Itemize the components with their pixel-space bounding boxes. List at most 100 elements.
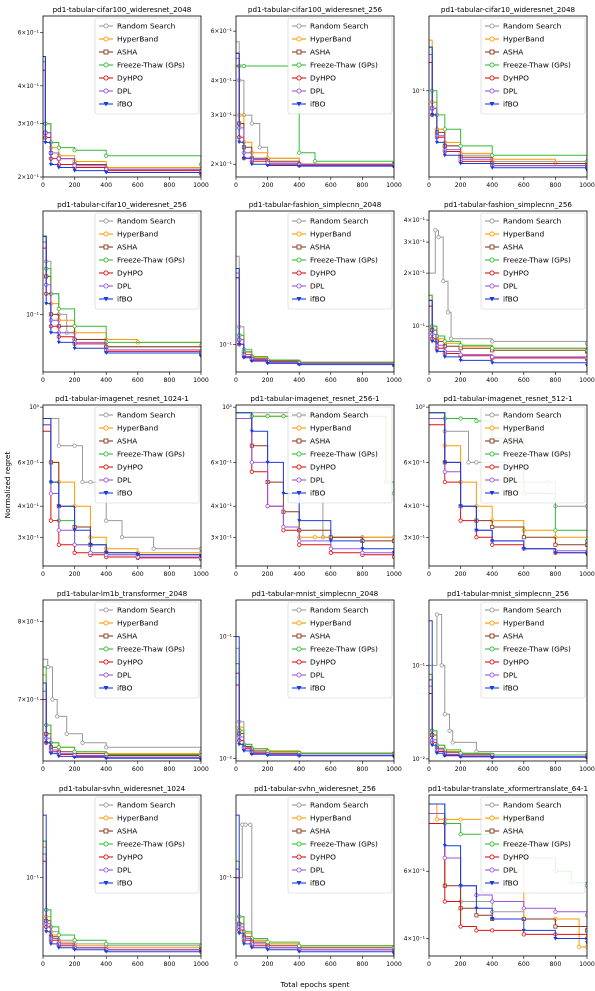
legend-entry: DyHPO <box>310 463 336 472</box>
legend: Random Search HyperBand ASHA Freeze-Thaw (G… <box>94 601 200 699</box>
legend-entry: Random Search <box>503 606 562 615</box>
data-point <box>249 469 254 474</box>
y-tick-label: 3×10⁻¹ <box>404 534 425 541</box>
data-point <box>442 469 447 474</box>
data-point <box>392 165 394 169</box>
x-tick-label: 0 <box>234 182 238 189</box>
data-point <box>48 752 53 756</box>
y-tick-label: 4×10⁻¹ <box>211 503 232 510</box>
chart-panel: pd1-tabular-svhn_wideresnet_1024 0 200 400 6… <box>26 784 209 968</box>
series-line <box>429 412 587 541</box>
plot-frame <box>428 15 588 178</box>
data-point <box>56 165 61 170</box>
y-tick-label: 7×10⁻¹ <box>18 696 39 703</box>
legend-entry: DPL <box>503 282 518 291</box>
x-tick-label: 200 <box>69 377 81 384</box>
legend-entry: ifBO <box>503 100 519 109</box>
legend-entry: DPL <box>310 866 325 875</box>
legend-entry: ifBO <box>117 879 133 888</box>
data-point <box>72 755 77 760</box>
series-line <box>429 803 587 943</box>
plot-frame <box>428 210 588 373</box>
legend-entry: HyperBand <box>310 814 351 823</box>
y-axis-label: Normalized regret <box>3 452 12 519</box>
x-tick-label: 400 <box>486 182 498 189</box>
x-tick-label: 800 <box>549 961 561 968</box>
data-point <box>248 822 253 827</box>
plot-frame <box>42 15 202 178</box>
data-point <box>458 343 463 348</box>
data-point <box>490 928 495 933</box>
legend-entry: ifBO <box>503 684 519 693</box>
y-tick-label: 10⁻¹ <box>412 88 425 95</box>
data-point <box>43 140 48 145</box>
plot-frame <box>428 794 588 957</box>
data-point <box>249 460 254 465</box>
x-tick-label: 0 <box>427 766 431 773</box>
chart-panel: pd1-tabular-svhn_wideresnet_256 0 200 400 60… <box>219 784 402 968</box>
data-point <box>458 504 463 509</box>
data-point <box>199 950 201 954</box>
chart-title: pd1-tabular-svhn_wideresnet_256 <box>254 784 376 793</box>
y-tick-label: 10⁻¹ <box>26 311 39 318</box>
data-point <box>44 741 49 745</box>
data-point <box>72 169 77 173</box>
legend-entry: Freeze-Thaw (GPs) <box>503 450 571 459</box>
data-point <box>474 749 479 754</box>
data-point <box>56 754 61 759</box>
x-tick-label: 200 <box>455 182 467 189</box>
data-point <box>72 346 77 351</box>
legend: Random Search HyperBand ASHA Freeze-Thaw (G… <box>287 406 393 504</box>
legend-entry: ASHA <box>310 437 330 446</box>
data-point <box>521 932 526 937</box>
data-point <box>328 539 333 543</box>
x-tick-label: 1000 <box>193 377 209 384</box>
legend-entry: ASHA <box>503 243 523 252</box>
legend: Random Search HyperBand ASHA Freeze-Thaw (G… <box>480 796 586 894</box>
legend-entry: ASHA <box>503 632 523 641</box>
y-tick-label: 10⁻¹ <box>412 662 425 669</box>
x-tick-label: 200 <box>262 571 274 578</box>
data-point <box>442 754 447 758</box>
legend-entry: Random Search <box>503 217 562 226</box>
data-point <box>585 168 587 173</box>
legend-entry: HyperBand <box>503 424 544 433</box>
legend-entry: Random Search <box>117 22 176 31</box>
x-tick-label: 400 <box>486 766 498 773</box>
y-tick-label: 6×10⁻¹ <box>211 28 232 35</box>
chart-panel: pd1-tabular-fashion_simplecnn_256 0 200 400… <box>404 200 595 384</box>
data-point <box>199 757 201 761</box>
data-point <box>490 542 495 547</box>
data-point <box>297 754 302 758</box>
legend-entry: ASHA <box>117 632 137 641</box>
y-tick-label: 10⁻¹ <box>412 323 425 330</box>
data-point <box>553 924 558 929</box>
data-point <box>490 899 495 904</box>
x-tick-label: 800 <box>549 571 561 578</box>
y-tick-label: 10⁻¹ <box>219 875 232 882</box>
data-point <box>447 728 452 733</box>
data-point <box>521 906 526 911</box>
legend-entry: Random Search <box>117 217 176 226</box>
x-tick-label: 800 <box>549 377 561 384</box>
data-point <box>104 756 109 761</box>
data-point <box>198 546 201 551</box>
legend-entry: HyperBand <box>117 35 158 44</box>
data-point <box>434 140 439 145</box>
data-point <box>72 163 77 168</box>
data-point <box>237 140 242 145</box>
chart-title: pd1-tabular-lm1b_transformer_2048 <box>57 589 188 598</box>
data-point <box>474 906 479 911</box>
x-tick-label: 200 <box>455 766 467 773</box>
plot-frame <box>42 794 202 957</box>
legend-entry: HyperBand <box>117 619 158 628</box>
chart-title: pd1-tabular-cifar10_wideresnet_256 <box>57 200 187 209</box>
data-point <box>474 535 479 540</box>
x-tick-label: 600 <box>325 766 337 773</box>
legend-entry: ASHA <box>117 437 137 446</box>
data-point <box>56 745 61 750</box>
data-point <box>297 542 302 547</box>
x-tick-label: 1000 <box>579 182 595 189</box>
data-point <box>445 310 451 315</box>
data-point <box>466 460 471 465</box>
